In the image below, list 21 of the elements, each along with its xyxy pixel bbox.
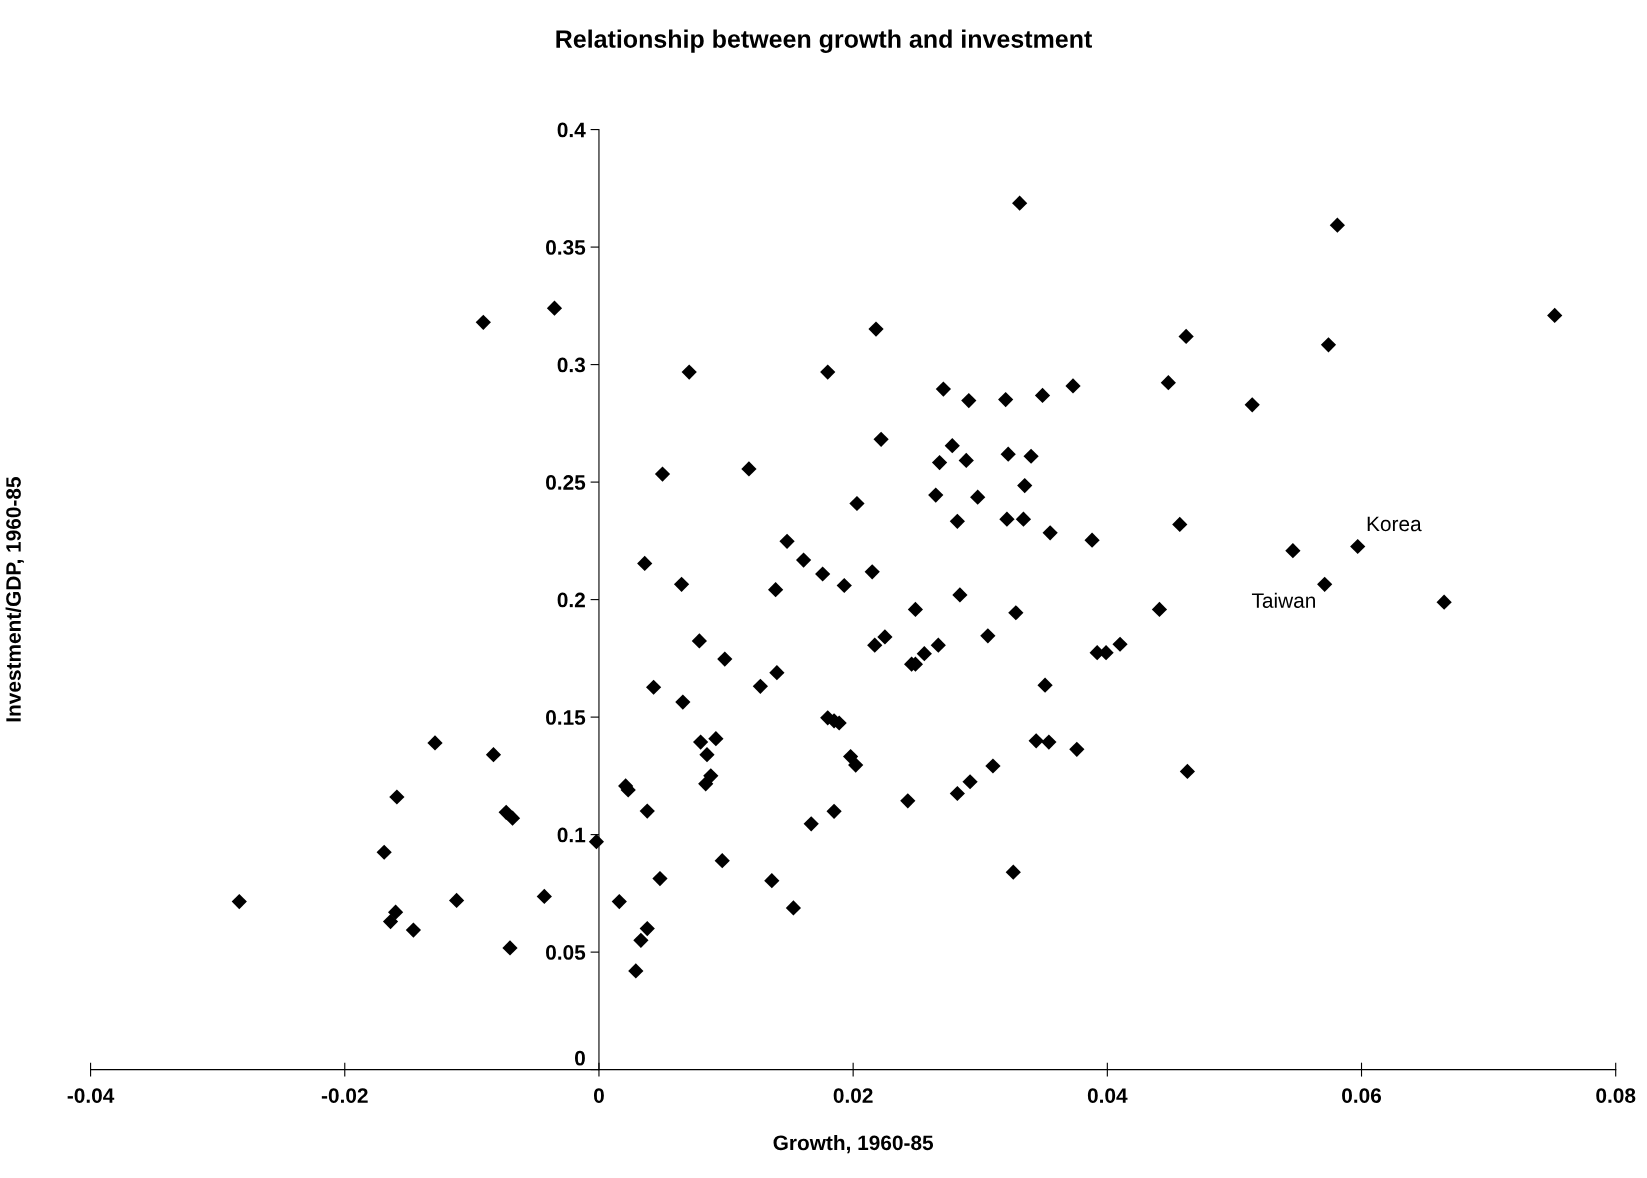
y-tick-label: 0.35 bbox=[546, 240, 586, 255]
y-tick-label: 0.3 bbox=[557, 357, 586, 373]
x-tick-label: 0.02 bbox=[833, 1088, 873, 1103]
x-axis-title: Growth, 1960-85 bbox=[773, 1134, 934, 1154]
x-tick-label: 0.06 bbox=[1342, 1088, 1382, 1103]
y-tick-label: 0.4 bbox=[557, 122, 586, 138]
x-tick-label: 0.08 bbox=[1596, 1088, 1636, 1103]
annotation: Korea bbox=[1367, 516, 1422, 532]
x-tick-label: 0.04 bbox=[1087, 1088, 1128, 1103]
y-tick-label: 0.25 bbox=[546, 475, 586, 490]
x-tick-label: -0.02 bbox=[321, 1088, 368, 1103]
x-tick-label: 0 bbox=[593, 1088, 604, 1103]
x-tick-label: -0.04 bbox=[67, 1088, 115, 1103]
y-tick-label: 0.2 bbox=[557, 592, 585, 608]
y-tick-label: 0 bbox=[575, 1050, 585, 1066]
chart-title: Relationship between growth and investment bbox=[556, 29, 1092, 53]
y-tick-label: 0.15 bbox=[546, 710, 586, 725]
y-tick-label: 0.1 bbox=[557, 827, 586, 843]
y-tick-label: 0.05 bbox=[546, 945, 586, 960]
annotation: Taiwan bbox=[1251, 592, 1315, 608]
y-axis-title: Investment/GDP, 1960-85 bbox=[5, 477, 24, 722]
